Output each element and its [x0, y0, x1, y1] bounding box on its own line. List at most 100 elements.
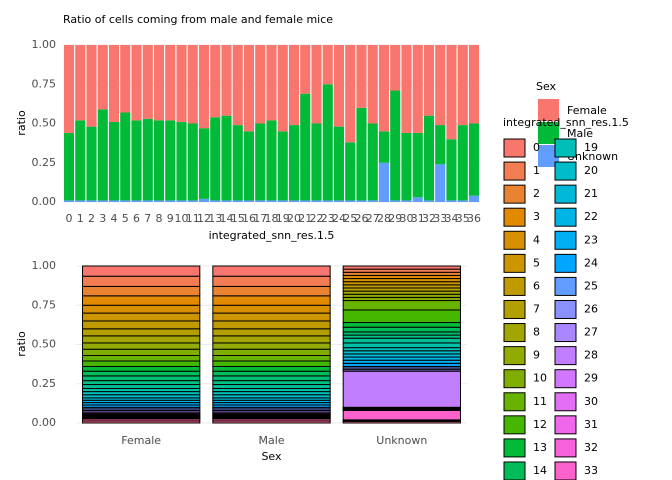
legend-label: 33 — [584, 464, 598, 477]
bar-segment — [82, 348, 201, 356]
bar-segment — [131, 200, 142, 202]
bar-segment — [86, 126, 97, 201]
legend-label: 13 — [533, 441, 547, 454]
legend-key — [554, 138, 577, 158]
bar-segment — [82, 360, 201, 367]
bar-segment — [423, 115, 435, 201]
bar-segment — [378, 45, 390, 132]
bar-segment — [311, 123, 322, 201]
legend-label: 10 — [533, 372, 547, 385]
bar-segment — [75, 120, 86, 201]
bar-segment — [82, 265, 201, 277]
bar-segment — [212, 335, 331, 344]
legend-key — [503, 276, 526, 296]
y-tick-label: 0.25 — [32, 377, 57, 390]
legend-label: Female — [567, 104, 607, 117]
x-tick-label: 8 — [156, 212, 163, 225]
bar-segment — [187, 123, 198, 201]
legend-key — [503, 230, 526, 250]
legend-key — [554, 299, 577, 319]
bar-segment — [221, 200, 232, 202]
bar-segment — [300, 200, 311, 202]
legend-label: 29 — [584, 372, 598, 385]
bar-segment — [345, 200, 356, 202]
bar-segment — [342, 409, 461, 421]
bar-segment — [120, 200, 131, 202]
y-tick-label: 1.00 — [32, 38, 57, 51]
legend-key — [503, 138, 526, 158]
bar-segment — [86, 200, 97, 202]
bar-segment — [212, 360, 331, 367]
bar-segment — [288, 45, 300, 126]
bar-segment — [221, 45, 232, 116]
bar-segment — [82, 285, 201, 297]
legend-key — [554, 253, 577, 273]
x-tick-label: 9 — [167, 212, 174, 225]
x-tick-label: 7 — [144, 212, 151, 225]
bar-segment — [243, 131, 255, 201]
legend-key — [503, 415, 526, 435]
x-tick-label: 36 — [467, 212, 481, 225]
x-tick-label: 13 — [208, 212, 222, 225]
legend-label: 1 — [533, 164, 540, 177]
bar-segment — [342, 322, 461, 328]
bar-segment — [468, 195, 480, 202]
bar-segment — [212, 295, 331, 306]
bar-segment — [342, 265, 461, 270]
bar-segment — [82, 354, 201, 362]
bar-segment — [412, 132, 423, 198]
x-tick-label: 21 — [298, 212, 312, 225]
x-tick-label: 14 — [220, 212, 234, 225]
bar-segment — [446, 139, 457, 201]
chart-title: Ratio of cells coming from male and fema… — [63, 13, 333, 26]
bar-segment — [212, 365, 331, 372]
bar-segment — [342, 337, 461, 344]
legend-key — [554, 207, 577, 227]
bar-segment — [212, 304, 331, 314]
bar-segment — [345, 45, 356, 143]
legend-label: 28 — [584, 349, 598, 362]
x-tick-label: 10 — [175, 212, 189, 225]
bar-segment — [266, 200, 277, 202]
legend-key — [538, 145, 559, 167]
bar-segment — [82, 275, 201, 287]
bar-segment — [212, 380, 331, 386]
bar-segment — [212, 328, 331, 337]
legend-label: 7 — [533, 302, 540, 315]
bar-segment — [82, 328, 201, 337]
legend-label: 2 — [533, 187, 540, 200]
bar-segment — [446, 45, 457, 140]
bar-segment — [378, 162, 390, 202]
y-axis-title: ratio — [15, 110, 28, 136]
bar-segment — [333, 45, 345, 127]
x-tick-label: 34 — [444, 212, 458, 225]
x-tick-label: Female — [121, 434, 161, 447]
bar-segment — [277, 45, 288, 132]
bar-segment — [82, 312, 201, 322]
bar-segment — [82, 320, 201, 330]
bar-segment — [176, 200, 187, 202]
legend-label: Unknown — [567, 150, 618, 163]
bar-segment — [356, 45, 367, 108]
bar-segment — [165, 45, 176, 121]
bar-segment — [333, 200, 345, 202]
bar-segment — [367, 45, 378, 124]
bar-segment — [423, 200, 435, 202]
bar-segment — [198, 198, 210, 202]
bar-segment — [198, 128, 210, 199]
bar-segment — [232, 125, 243, 201]
legend-label: 21 — [584, 187, 598, 200]
legend-key — [554, 230, 577, 250]
bar-segment — [82, 370, 201, 377]
y-axis-title: ratio — [15, 331, 28, 357]
legend-key — [503, 207, 526, 227]
bar-segment — [165, 200, 176, 202]
legend-key — [554, 323, 577, 343]
bar-segment — [82, 375, 201, 382]
bar-segment — [142, 45, 153, 119]
legend-key — [554, 184, 577, 204]
y-tick-label: 0.50 — [32, 338, 57, 351]
bar-segment — [243, 45, 255, 132]
bar-segment — [142, 200, 153, 202]
legend-label: 12 — [533, 418, 547, 431]
